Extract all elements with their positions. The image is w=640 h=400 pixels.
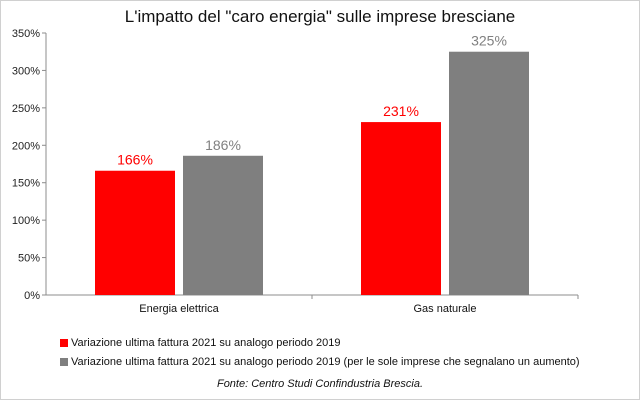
bar — [361, 122, 441, 295]
x-tick-label: Gas naturale — [414, 303, 477, 315]
legend-swatch-red — [60, 338, 68, 347]
y-tick-label: 350% — [12, 28, 40, 40]
data-label: 166% — [117, 152, 153, 168]
legend-label: Variazione ultima fattura 2021 su analog… — [71, 355, 580, 368]
bar — [95, 170, 175, 295]
data-label: 186% — [205, 137, 241, 153]
bar — [183, 155, 263, 295]
bar — [449, 51, 529, 295]
legend-item-red: Variazione ultima fattura 2021 su analog… — [60, 333, 580, 352]
y-tick-label: 100% — [12, 215, 40, 227]
legend-item-gray: Variazione ultima fattura 2021 su analog… — [60, 352, 580, 371]
legend-label: Variazione ultima fattura 2021 su analog… — [71, 336, 341, 349]
data-label: 231% — [383, 103, 419, 119]
source-note: Fonte: Centro Studi Confindustria Bresci… — [216, 378, 424, 390]
y-tick-label: 0% — [24, 290, 40, 302]
legend: Variazione ultima fattura 2021 su analog… — [60, 333, 580, 371]
x-tick-label: Energia elettrica — [139, 303, 219, 315]
y-tick-label: 300% — [12, 65, 40, 77]
y-tick-label: 250% — [12, 103, 40, 115]
y-tick-label: 200% — [12, 140, 40, 152]
chart-title: L'impatto del "caro energia" sulle impre… — [124, 7, 516, 26]
legend-swatch-gray — [60, 357, 68, 366]
data-label: 325% — [471, 33, 507, 49]
y-tick-label: 150% — [12, 178, 40, 190]
y-tick-label: 50% — [18, 253, 40, 265]
